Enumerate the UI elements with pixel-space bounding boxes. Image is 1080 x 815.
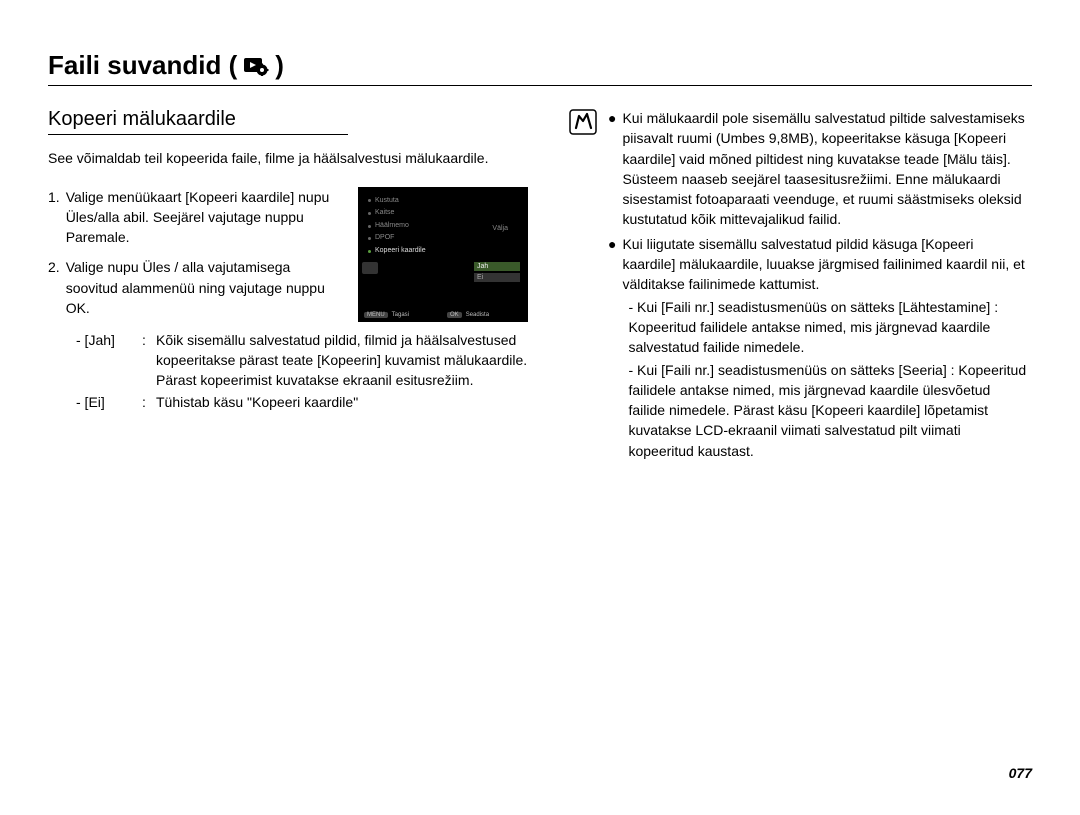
page-container: Faili suvandid ( ) Kopeeri mälukaardile … bbox=[0, 0, 1080, 495]
content-columns: Kopeeri mälukaardile See võimaldab teil … bbox=[48, 108, 1032, 465]
left-column: Kopeeri mälukaardile See võimaldab teil … bbox=[48, 108, 528, 465]
cam-menu-item: Kustuta bbox=[375, 195, 399, 208]
cam-menu-btn-icon: MENU bbox=[364, 312, 388, 318]
camera-menu-list: Kustuta Kaitse Häälmemo DPOF Kopeeri kaa… bbox=[368, 195, 426, 258]
option-label-jah: - [Jah] bbox=[76, 330, 138, 391]
cam-ok-btn-icon: OK bbox=[447, 312, 462, 318]
page-number: 077 bbox=[1009, 765, 1032, 781]
note-body: ● Kui mälukaardil pole sisemällu salvest… bbox=[608, 108, 1028, 465]
step-number: 2. bbox=[48, 257, 60, 318]
section-subtitle: Kopeeri mälukaardile bbox=[48, 108, 348, 135]
bullet-icon: ● bbox=[608, 108, 616, 230]
submenu-options: - [Jah] : Kõik sisemällu salvestatud pil… bbox=[76, 330, 528, 413]
note-text-2-intro: Kui liigutate sisemällu salvestatud pild… bbox=[622, 236, 1024, 293]
cam-menu-item: DPOF bbox=[375, 232, 394, 245]
cam-right-label: Välja bbox=[492, 225, 508, 232]
cam-menu-item: Häälmemo bbox=[375, 220, 409, 233]
bullet-icon: ● bbox=[608, 234, 616, 461]
right-column: ● Kui mälukaardil pole sisemällu salvest… bbox=[568, 108, 1028, 465]
note-text-2-wrap: Kui liigutate sisemällu salvestatud pild… bbox=[622, 234, 1028, 461]
camera-footer: MENU Tagasi OK Seadista bbox=[364, 312, 489, 318]
cam-footer-label: Seadista bbox=[466, 312, 489, 318]
note-suboption-1: - Kui [Faili nr.] seadistusmenüüs on sät… bbox=[628, 297, 1028, 358]
option-label-ei: - [Ei] bbox=[76, 392, 138, 412]
step-body: Valige nupu Üles / alla vajutamisega soo… bbox=[66, 257, 346, 318]
option-text-jah: Kõik sisemällu salvestatud pildid, filmi… bbox=[156, 330, 528, 391]
steps-text: 1. Valige menüükaart [Kopeeri kaardile] … bbox=[48, 187, 346, 322]
play-settings-icon bbox=[243, 56, 269, 76]
option-colon: : bbox=[142, 330, 152, 391]
steps-with-screenshot: 1. Valige menüükaart [Kopeeri kaardile] … bbox=[48, 187, 528, 322]
cam-menu-item: Kaitse bbox=[375, 207, 394, 220]
note-text-1: Kui mälukaardil pole sisemällu salvestat… bbox=[622, 108, 1028, 230]
note-suboption-2: - Kui [Faili nr.] seadistusmenüüs on sät… bbox=[628, 360, 1028, 461]
camera-lcd-screenshot: Kustuta Kaitse Häälmemo DPOF Kopeeri kaa… bbox=[358, 187, 528, 322]
title-suffix: ) bbox=[275, 50, 284, 81]
step-body: Valige menüükaart [Kopeeri kaardile] nup… bbox=[66, 187, 346, 248]
option-text-ei: Tühistab käsu "Kopeeri kaardile" bbox=[156, 392, 528, 412]
cam-submenu-selected: Jah bbox=[474, 262, 520, 271]
note-icon bbox=[568, 108, 598, 136]
cam-submenu-unselected: Ei bbox=[474, 273, 520, 282]
option-colon: : bbox=[142, 392, 152, 412]
title-prefix: Faili suvandid ( bbox=[48, 50, 237, 81]
cam-footer-label: Tagasi bbox=[392, 312, 409, 318]
camera-mode-icon bbox=[362, 262, 378, 274]
step-number: 1. bbox=[48, 187, 60, 248]
camera-submenu: Jah Ei bbox=[474, 262, 520, 284]
cam-menu-item-active: Kopeeri kaardile bbox=[375, 245, 426, 258]
page-title: Faili suvandid ( ) bbox=[48, 50, 1032, 86]
note-block: ● Kui mälukaardil pole sisemällu salvest… bbox=[568, 108, 1028, 465]
intro-text: See võimaldab teil kopeerida faile, film… bbox=[48, 149, 528, 169]
